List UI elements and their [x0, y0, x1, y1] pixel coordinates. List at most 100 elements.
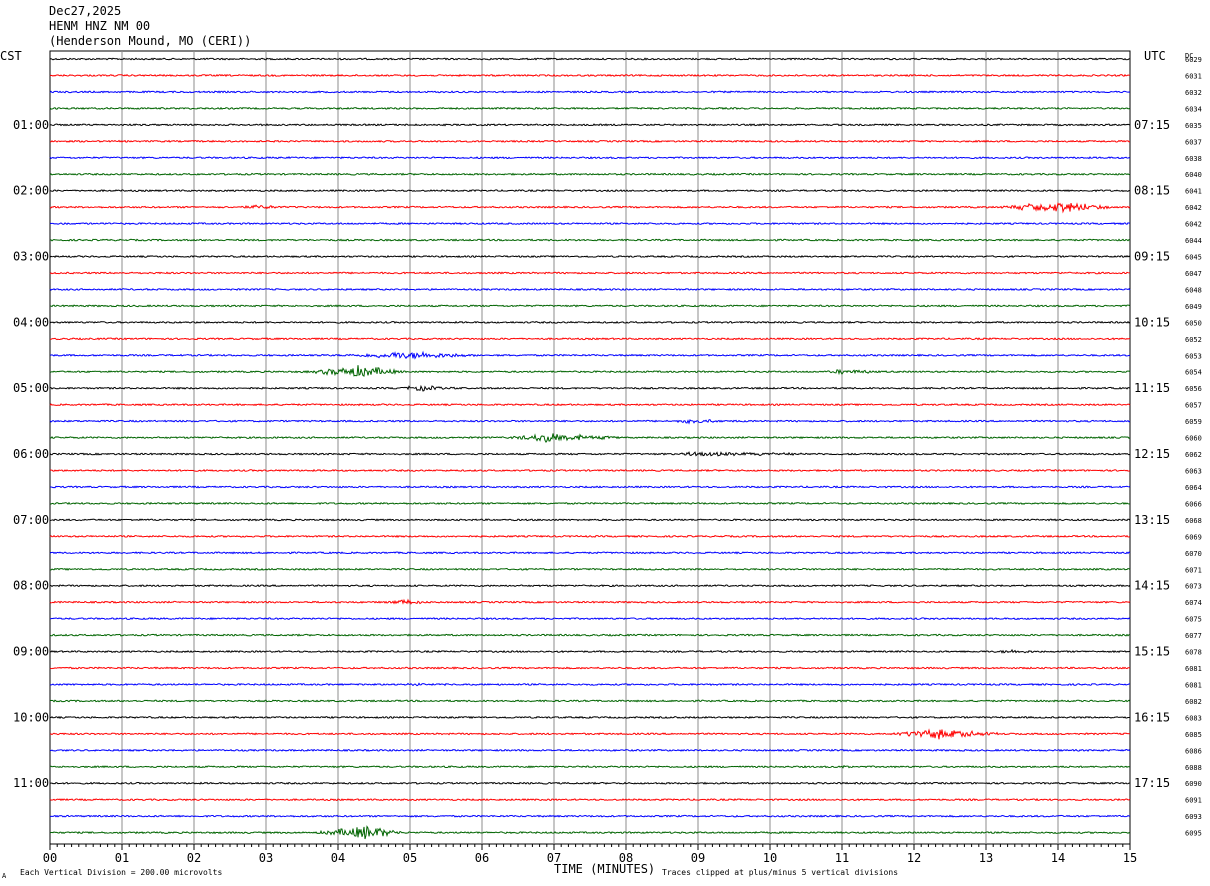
dc-offset-label: 6071	[1185, 566, 1202, 574]
dc-offset-label: 6057	[1185, 402, 1202, 410]
x-tick-label: 05	[403, 851, 417, 865]
right-time-label: 16:15	[1134, 710, 1170, 724]
scale-note: Each Vertical Division = 200.00 microvol…	[20, 868, 222, 877]
trace-row-4	[49, 123, 1131, 127]
trace-row-9	[49, 202, 1131, 214]
trace-row-47	[49, 825, 1131, 840]
left-time-label: 01:00	[13, 118, 49, 132]
dc-offset-label: 6069	[1185, 533, 1202, 541]
left-time-label: 06:00	[13, 447, 49, 461]
dc-offset-label: 6045	[1185, 254, 1202, 262]
dc-offset-label: 6081	[1185, 681, 1202, 689]
dc-offset-label: 6060	[1185, 435, 1202, 443]
trace-row-30	[49, 551, 1131, 555]
x-tick-label: 12	[907, 851, 921, 865]
vertical-gridlines	[121, 51, 1059, 844]
x-tick-label: 00	[43, 851, 57, 865]
trace-row-37	[49, 666, 1131, 670]
dc-offset-label: 6088	[1185, 764, 1202, 772]
left-time-label: 08:00	[13, 579, 49, 593]
dc-offset-label: 6082	[1185, 698, 1202, 706]
trace-row-22	[49, 419, 1131, 425]
trace-row-38	[49, 682, 1131, 687]
header-location: (Henderson Mound, MO (CERI))	[49, 34, 251, 48]
dc-offset-label: 6042	[1185, 204, 1202, 212]
trace-row-28	[49, 518, 1131, 522]
dc-offset-label: 6029	[1185, 56, 1202, 64]
trace-row-35	[49, 633, 1131, 637]
trace-row-42	[49, 748, 1131, 752]
header-station: HENM HNZ NM 00	[49, 19, 150, 33]
dc-offset-label: 6068	[1185, 517, 1202, 525]
right-time-label: 13:15	[1134, 513, 1170, 527]
dc-offset-label: 6078	[1185, 649, 1202, 657]
right-time-label: 09:15	[1134, 250, 1170, 264]
dc-offset-label: 6073	[1185, 583, 1202, 591]
dc-offset-label: 6040	[1185, 171, 1202, 179]
trace-row-1	[49, 73, 1131, 78]
trace-row-41	[49, 728, 1131, 740]
trace-row-39	[49, 699, 1131, 703]
dc-offset-label: 6034	[1185, 105, 1202, 113]
left-time-label: 10:00	[13, 710, 49, 724]
trace-row-34	[49, 617, 1131, 621]
dc-offset-label: 6075	[1185, 616, 1202, 624]
x-tick-label: 15	[1123, 851, 1137, 865]
right-time-label: 07:15	[1134, 118, 1170, 132]
corner-mark: A	[2, 872, 7, 880]
clip-note: Traces clipped at plus/minus 5 vertical …	[662, 868, 898, 877]
x-tick-label: 04	[331, 851, 345, 865]
trace-row-19	[49, 365, 1131, 377]
dc-offset-label: 6047	[1185, 270, 1202, 278]
trace-row-14	[49, 287, 1131, 292]
right-time-label: 14:15	[1134, 579, 1170, 593]
dc-offset-label: 6074	[1185, 599, 1202, 607]
trace-row-27	[49, 501, 1131, 506]
trace-row-25	[50, 468, 1131, 473]
dc-label: DC	[1185, 52, 1193, 60]
trace-row-18	[49, 350, 1131, 360]
right-time-label: 17:15	[1134, 776, 1170, 790]
dc-offset-label: 6070	[1185, 550, 1202, 558]
dc-offset-label: 6031	[1185, 72, 1202, 80]
x-tick-label: 10	[763, 851, 777, 865]
right-time-label: 08:15	[1134, 184, 1170, 198]
trace-row-3	[49, 106, 1131, 110]
dc-offset-label: 6077	[1185, 632, 1202, 640]
dc-offset-label: 6035	[1185, 122, 1202, 130]
right-time-label: 15:15	[1134, 645, 1170, 659]
dc-offset-label: 6083	[1185, 714, 1202, 722]
trace-row-36	[49, 648, 1131, 654]
dc-offset-label: 6056	[1185, 385, 1202, 393]
trace-row-26	[49, 485, 1131, 489]
x-axis-title: TIME (MINUTES)	[554, 862, 655, 876]
dc-offset-label: 6044	[1185, 237, 1202, 245]
dc-offset-label: 6050	[1185, 319, 1202, 327]
left-time-label: 09:00	[13, 645, 49, 659]
right-time-label: 12:15	[1134, 447, 1170, 461]
dc-offset-label: 6054	[1185, 369, 1202, 377]
trace-row-46	[49, 814, 1131, 818]
dc-offset-label: 6063	[1185, 468, 1202, 476]
trace-row-11	[49, 238, 1131, 242]
dc-offset-label: 6037	[1185, 138, 1202, 146]
left-time-labels: 01:00 02:00 03:00 04:00 05:00 06:00 07:00 08:00…	[13, 118, 49, 790]
trace-row-6	[49, 155, 1131, 160]
x-tick-label: 08	[619, 851, 633, 865]
dc-offset-label: 6095	[1185, 830, 1202, 838]
trace-row-0	[49, 57, 1131, 61]
dc-offset-label: 6091	[1185, 797, 1202, 805]
dc-offset-label: 6052	[1185, 336, 1202, 344]
x-tick-label: 07	[547, 851, 561, 865]
dc-offset-label: 6053	[1185, 352, 1202, 360]
left-time-label: 04:00	[13, 315, 49, 329]
dc-offset-label: 6086	[1185, 747, 1202, 755]
trace-row-2	[49, 90, 1131, 94]
left-time-label: 02:00	[13, 184, 49, 198]
trace-row-33	[49, 598, 1131, 605]
x-tick-label: 11	[835, 851, 849, 865]
trace-row-23	[49, 433, 1131, 443]
trace-row-32	[49, 584, 1131, 588]
dc-offset-label: 6048	[1185, 286, 1202, 294]
